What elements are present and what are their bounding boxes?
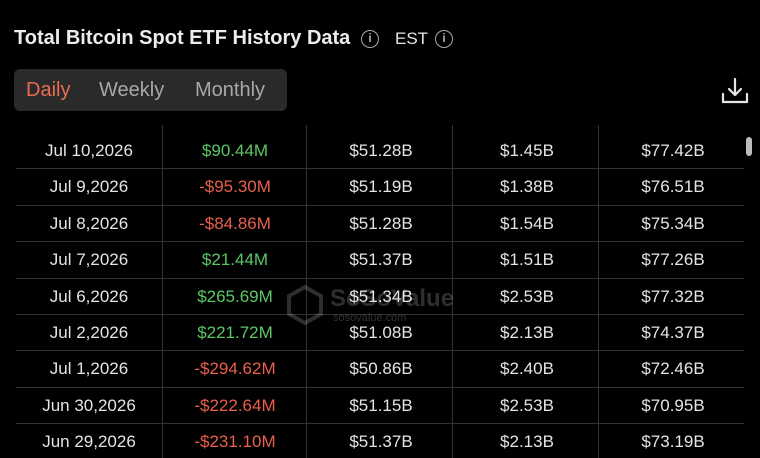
table-cell: $265.69M [197, 286, 273, 306]
table-cell: $2.53B [500, 286, 554, 306]
tab[interactable]: Daily [26, 79, 71, 101]
table-cell: $72.46B [641, 359, 705, 379]
table-cell: $51.37B [349, 432, 413, 452]
info-icon[interactable]: i [361, 30, 379, 48]
table-row: Jun 29,2026 -$231.10M $51.37B $2.13B $73.19B [16, 424, 744, 458]
table-cell: $51.34B [349, 286, 413, 306]
table-cell: -$84.86M [199, 213, 271, 233]
table-cell: $77.32B [641, 286, 705, 306]
column-divider [306, 125, 307, 458]
table-cell: $51.19B [349, 177, 413, 197]
column-divider [162, 125, 163, 458]
table-cell: Jul 9,2026 [49, 177, 129, 197]
table-cell: $90.44M [201, 141, 269, 160]
table-cell: -$294.62M [194, 359, 276, 379]
table-cell: $1.51B [500, 250, 554, 270]
table-cell: Jul 7,2026 [49, 250, 129, 270]
table-row: Jul 6,2026 $265.69M $51.34B $2.53B $77.32B [16, 279, 744, 315]
table-cell: $51.15B [349, 395, 413, 415]
watermark-brand: SoSoValue [330, 285, 455, 312]
table-row: Jul 7,2026 $21.44M $51.37B $1.51B $77.26B [16, 242, 744, 279]
table-cell: $73.19B [641, 432, 705, 452]
table-cell: $77.26B [641, 250, 705, 270]
tab[interactable]: Monthly [195, 79, 266, 101]
table-cell: $1.38B [500, 177, 554, 197]
table-cell: $75.34B [641, 213, 705, 233]
table-cell: $21.44M [201, 250, 269, 270]
table-cell: $1.54B [500, 213, 554, 233]
download-icon[interactable] [720, 76, 750, 106]
table-cell: Jul 2,2026 [49, 323, 129, 342]
watermark-url: sosovalue.com [333, 312, 407, 324]
table-cell: $74.37B [641, 323, 705, 342]
table-row: Jul 9,2026 -$95.30M $51.19B $1.38B $76.51B [16, 169, 744, 206]
table-row: Jul 8,2026 -$84.86M $51.28B $1.54B $75.34B [16, 206, 744, 243]
table-cell: $2.13B [500, 323, 554, 342]
table-cell: $50.86B [349, 359, 413, 379]
table-cell: Jun 29,2026 [42, 432, 136, 452]
info-icon[interactable]: i [435, 30, 453, 48]
table-cell: $76.51B [641, 177, 705, 197]
table-cell: $77.42B [641, 141, 705, 160]
table-cell: $51.28B [349, 213, 413, 233]
table-cell: $2.13B [500, 432, 554, 452]
table-cell: $51.08B [349, 323, 413, 342]
table-row: Jul 1,2026 -$294.62M $50.86B $2.40B $72.46B [16, 351, 744, 388]
table-cell: $51.28B [349, 141, 413, 160]
watermark-logo [287, 285, 323, 325]
table-row: Jul 2,2026 $221.72M $51.08B $2.13B $74.37B [16, 315, 744, 352]
table-cell: -$222.64M [194, 395, 276, 415]
data-table: Jul 10,2026 $90.44M $51.28B $1.45B $77.42B Ju… [16, 125, 744, 458]
column-divider [452, 125, 453, 458]
table-cell: Jul 10,2026 [45, 141, 133, 160]
table-cell: -$231.10M [194, 432, 276, 452]
table-cell: Jul 8,2026 [49, 213, 129, 233]
table-cell: Jun 30,2026 [42, 395, 136, 415]
scrollbar[interactable] [746, 137, 752, 156]
table-cell: $2.53B [500, 395, 554, 415]
table-row: Jun 30,2026 -$222.64M $51.15B $2.53B $70.95B [16, 388, 744, 425]
column-divider [598, 125, 599, 458]
table-cell: $2.40B [500, 359, 554, 379]
tab-bar: Daily Weekly Monthly [14, 69, 287, 111]
table-cell: $221.72M [197, 323, 273, 342]
table-row: Jul 10,2026 $90.44M $51.28B $1.45B $77.42B [16, 133, 744, 170]
table-cell: $51.37B [349, 250, 413, 270]
table-cell: -$95.30M [199, 177, 271, 197]
title: Total Bitcoin Spot ETF History Data [14, 27, 351, 49]
table-cell: Jul 1,2026 [49, 359, 129, 379]
tab[interactable]: Weekly [99, 79, 165, 101]
table-cell: Jul 6,2026 [49, 286, 129, 306]
table-cell: $70.95B [641, 395, 705, 415]
table-cell: $1.45B [500, 141, 554, 160]
timezone: EST [395, 29, 429, 48]
